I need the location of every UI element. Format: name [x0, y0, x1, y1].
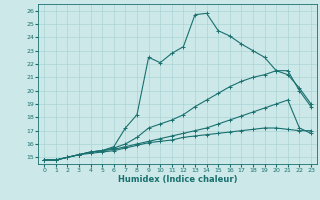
X-axis label: Humidex (Indice chaleur): Humidex (Indice chaleur)	[118, 175, 237, 184]
